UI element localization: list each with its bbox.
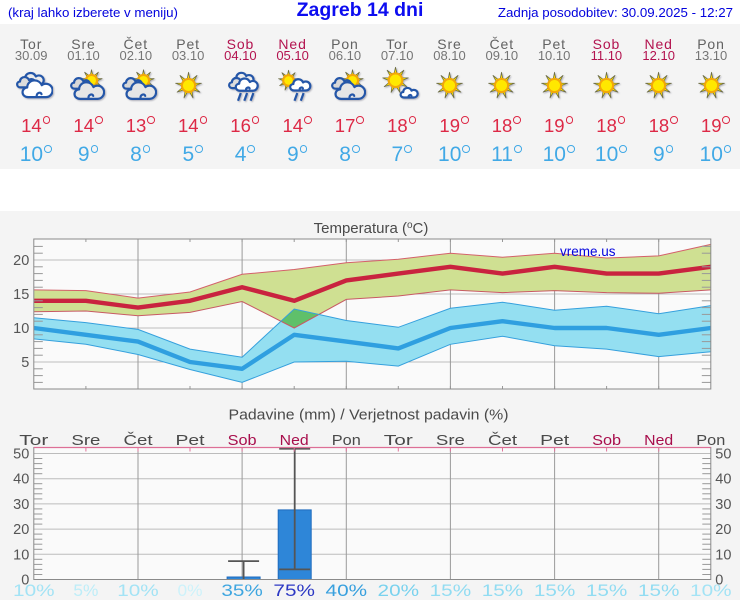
svg-text:15: 15 [13,287,29,303]
svg-text:30: 30 [13,497,29,513]
svg-text:Pon: Pon [332,432,361,449]
svg-text:Čet: Čet [488,432,518,449]
svg-text:15%: 15% [482,582,524,600]
svg-text:0: 0 [21,573,29,589]
svg-text:Ned: Ned [644,432,673,449]
svg-text:35%: 35% [221,582,263,600]
svg-text:20: 20 [13,253,29,269]
svg-text:0%: 0% [178,582,203,600]
svg-text:Pon: Pon [696,432,725,449]
svg-text:40: 40 [13,472,29,488]
svg-text:5%: 5% [73,582,98,600]
svg-text:10: 10 [13,547,29,563]
svg-text:5: 5 [21,355,29,371]
svg-text:50: 50 [13,447,29,463]
svg-text:10: 10 [715,547,731,563]
svg-text:Sre: Sre [71,432,100,449]
svg-text:10: 10 [13,321,29,337]
svg-text:Sre: Sre [436,432,465,449]
svg-text:Pet: Pet [540,432,570,449]
svg-text:15%: 15% [586,582,628,600]
svg-text:Pet: Pet [176,432,206,449]
svg-text:0: 0 [715,573,723,589]
svg-text:10%: 10% [117,582,159,600]
svg-text:75%: 75% [273,582,315,600]
svg-text:50: 50 [715,447,731,463]
svg-text:40: 40 [715,472,731,488]
svg-text:Sob: Sob [228,432,257,449]
svg-text:10%: 10% [690,582,732,600]
svg-text:30: 30 [715,497,731,513]
svg-text:20%: 20% [378,582,420,600]
svg-text:20: 20 [715,522,731,538]
svg-text:Tor: Tor [384,432,413,449]
svg-text:Tor: Tor [19,432,48,449]
svg-text:vreme.us: vreme.us [560,244,616,259]
svg-text:Sob: Sob [592,432,621,449]
svg-text:10%: 10% [13,582,55,600]
svg-text:Ned: Ned [280,432,309,449]
svg-text:15%: 15% [534,582,576,600]
svg-text:20: 20 [13,522,29,538]
svg-text:15%: 15% [638,582,680,600]
svg-text:Čet: Čet [124,432,154,449]
svg-text:Temperatura (oC): Temperatura (oC) [314,220,429,237]
svg-text:40%: 40% [326,582,368,600]
svg-text:Padavine (mm) / Verjetnost pad: Padavine (mm) / Verjetnost padavin (%) [229,407,509,424]
svg-text:15%: 15% [430,582,472,600]
